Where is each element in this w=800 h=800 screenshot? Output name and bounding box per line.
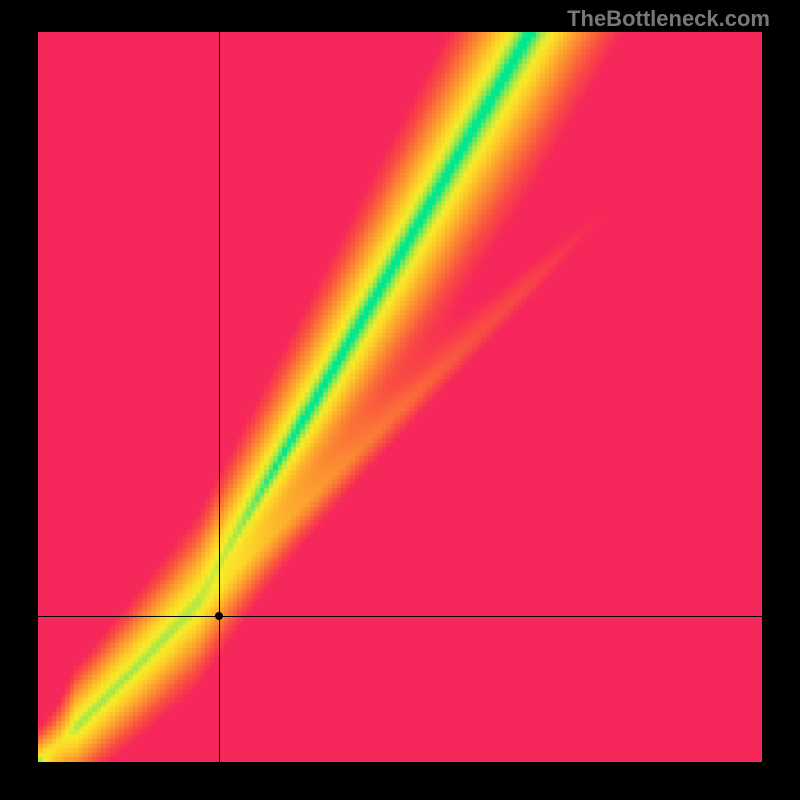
crosshair-vertical (219, 32, 220, 762)
bottleneck-heatmap (38, 32, 762, 762)
watermark-text: TheBottleneck.com (567, 6, 770, 32)
crosshair-horizontal (38, 616, 762, 617)
crosshair-marker-dot (215, 612, 223, 620)
heatmap-canvas (38, 32, 762, 762)
